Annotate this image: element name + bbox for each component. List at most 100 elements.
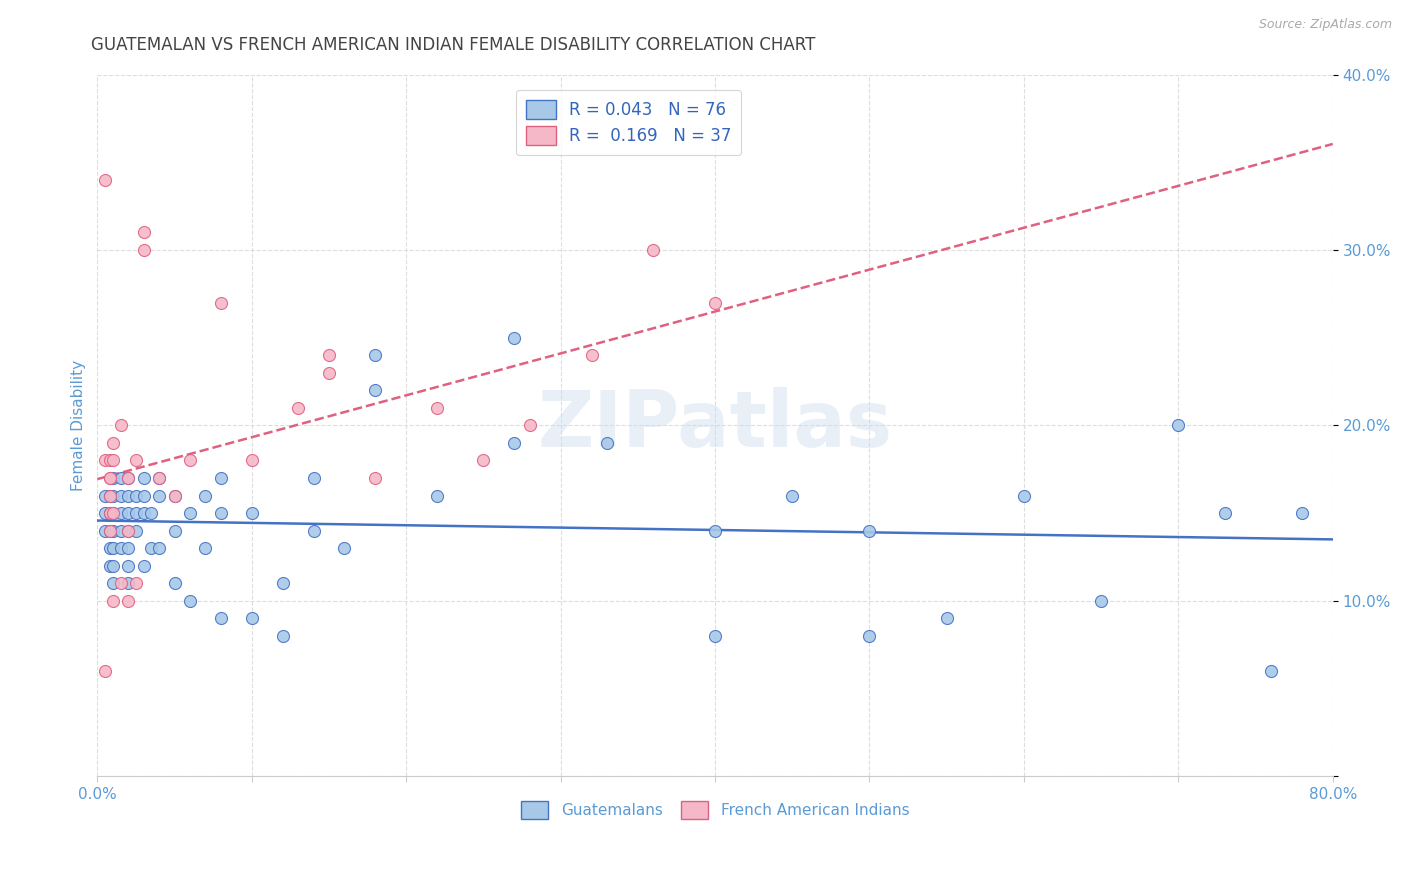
Point bbox=[148, 471, 170, 485]
Point bbox=[271, 576, 294, 591]
Point bbox=[302, 524, 325, 538]
Point bbox=[101, 541, 124, 556]
Point bbox=[110, 418, 132, 433]
Point bbox=[581, 348, 603, 362]
Point bbox=[117, 471, 139, 485]
Point bbox=[240, 611, 263, 625]
Point bbox=[117, 558, 139, 573]
Point bbox=[117, 506, 139, 520]
Point bbox=[110, 541, 132, 556]
Point bbox=[125, 524, 148, 538]
Point bbox=[596, 436, 619, 450]
Point bbox=[98, 506, 121, 520]
Point bbox=[94, 489, 117, 503]
Point bbox=[125, 453, 148, 467]
Point bbox=[98, 471, 121, 485]
Point bbox=[858, 524, 880, 538]
Point bbox=[110, 506, 132, 520]
Point bbox=[148, 471, 170, 485]
Point bbox=[125, 489, 148, 503]
Point bbox=[132, 489, 155, 503]
Point bbox=[101, 506, 124, 520]
Point bbox=[101, 489, 124, 503]
Text: Source: ZipAtlas.com: Source: ZipAtlas.com bbox=[1258, 18, 1392, 31]
Point bbox=[1167, 418, 1189, 433]
Point bbox=[98, 489, 121, 503]
Point bbox=[426, 401, 449, 415]
Point bbox=[101, 436, 124, 450]
Point bbox=[110, 489, 132, 503]
Point bbox=[240, 506, 263, 520]
Point bbox=[302, 471, 325, 485]
Point bbox=[287, 401, 309, 415]
Point bbox=[1090, 593, 1112, 607]
Point bbox=[333, 541, 356, 556]
Point bbox=[194, 489, 217, 503]
Point bbox=[209, 471, 232, 485]
Point bbox=[240, 453, 263, 467]
Point bbox=[179, 453, 201, 467]
Point bbox=[364, 348, 387, 362]
Point bbox=[98, 506, 121, 520]
Point bbox=[101, 506, 124, 520]
Point bbox=[503, 331, 526, 345]
Point bbox=[209, 295, 232, 310]
Point bbox=[163, 489, 186, 503]
Point bbox=[98, 489, 121, 503]
Point bbox=[704, 295, 727, 310]
Point bbox=[141, 506, 163, 520]
Point bbox=[98, 541, 121, 556]
Point bbox=[704, 524, 727, 538]
Point bbox=[117, 524, 139, 538]
Point bbox=[98, 524, 121, 538]
Point bbox=[194, 541, 217, 556]
Point bbox=[94, 506, 117, 520]
Point bbox=[117, 593, 139, 607]
Point bbox=[94, 453, 117, 467]
Point bbox=[1291, 506, 1313, 520]
Point bbox=[117, 524, 139, 538]
Point bbox=[117, 489, 139, 503]
Point bbox=[101, 576, 124, 591]
Point bbox=[426, 489, 449, 503]
Point bbox=[125, 506, 148, 520]
Point bbox=[98, 558, 121, 573]
Point bbox=[163, 489, 186, 503]
Point bbox=[179, 593, 201, 607]
Point bbox=[98, 453, 121, 467]
Point bbox=[148, 541, 170, 556]
Point bbox=[503, 436, 526, 450]
Point bbox=[1213, 506, 1236, 520]
Point bbox=[209, 506, 232, 520]
Point bbox=[132, 506, 155, 520]
Point bbox=[179, 506, 201, 520]
Point bbox=[94, 524, 117, 538]
Point bbox=[110, 576, 132, 591]
Y-axis label: Female Disability: Female Disability bbox=[72, 359, 86, 491]
Point bbox=[271, 629, 294, 643]
Text: GUATEMALAN VS FRENCH AMERICAN INDIAN FEMALE DISABILITY CORRELATION CHART: GUATEMALAN VS FRENCH AMERICAN INDIAN FEM… bbox=[91, 36, 815, 54]
Point bbox=[132, 226, 155, 240]
Point bbox=[132, 558, 155, 573]
Point bbox=[101, 453, 124, 467]
Point bbox=[110, 471, 132, 485]
Point bbox=[125, 576, 148, 591]
Point bbox=[101, 558, 124, 573]
Point bbox=[117, 541, 139, 556]
Point bbox=[318, 348, 340, 362]
Point bbox=[101, 524, 124, 538]
Point bbox=[364, 471, 387, 485]
Point bbox=[472, 453, 495, 467]
Point bbox=[117, 471, 139, 485]
Point bbox=[132, 471, 155, 485]
Point bbox=[858, 629, 880, 643]
Point bbox=[132, 243, 155, 257]
Point bbox=[98, 471, 121, 485]
Point bbox=[643, 243, 665, 257]
Text: ZIPatlas: ZIPatlas bbox=[537, 387, 893, 463]
Point bbox=[141, 541, 163, 556]
Point bbox=[101, 471, 124, 485]
Point bbox=[98, 524, 121, 538]
Point bbox=[94, 664, 117, 678]
Point bbox=[148, 489, 170, 503]
